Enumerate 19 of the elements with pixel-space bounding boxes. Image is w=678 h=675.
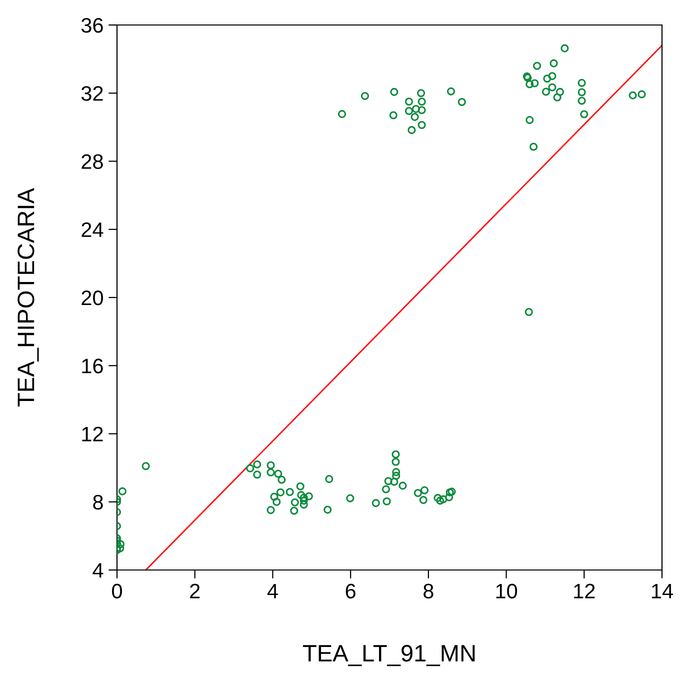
x-tick-label: 0 bbox=[112, 584, 122, 598]
x-axis-title: TEA_LT_91_MN bbox=[302, 644, 475, 666]
y-axis-title: TEA_HIPOTECARIA bbox=[18, 188, 39, 407]
y-tick-label: 28 bbox=[82, 154, 103, 170]
x-tick-label: 8 bbox=[424, 584, 434, 598]
y-tick-label: 36 bbox=[81, 18, 103, 33]
x-tick-label: 14 bbox=[652, 584, 673, 598]
x-tick-label: 4 bbox=[267, 584, 278, 598]
y-tick-label: 12 bbox=[82, 426, 103, 442]
y-tick-label: 16 bbox=[82, 358, 103, 374]
x-tick-label: 6 bbox=[346, 584, 356, 598]
y-tick-label: 32 bbox=[81, 86, 103, 101]
y-tick-label: 4 bbox=[92, 563, 104, 578]
y-tick-label: 8 bbox=[93, 494, 103, 510]
x-tick-label: 12 bbox=[574, 584, 595, 598]
y-tick-label: 20 bbox=[82, 290, 103, 306]
y-tick-label: 24 bbox=[82, 222, 104, 237]
x-tick-label: 10 bbox=[496, 584, 518, 598]
x-tick-label: 2 bbox=[190, 584, 200, 598]
